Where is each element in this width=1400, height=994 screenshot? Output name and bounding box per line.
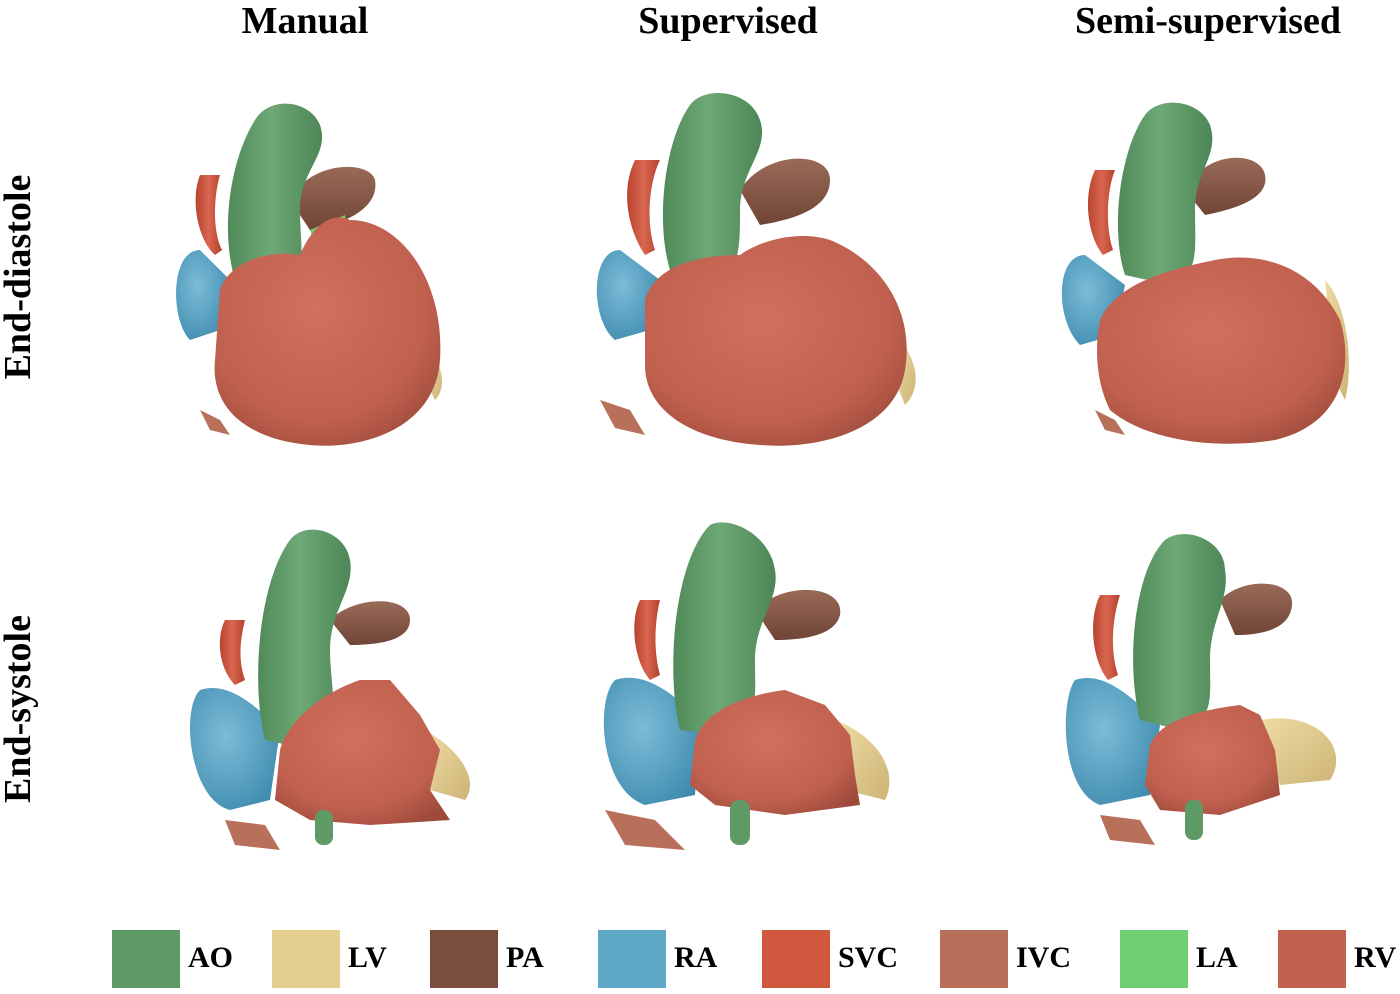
legend-swatch-ao [112, 930, 180, 988]
row-title-end-diastole: End-diastole [0, 174, 39, 380]
legend-label-ra: RA [674, 941, 718, 974]
heart-render-manual-end-systole [190, 529, 471, 850]
legend-label-ivc: IVC [1016, 941, 1072, 974]
legend-swatch-lv [272, 930, 340, 988]
legend-label-pa: PA [506, 941, 544, 974]
legend-swatch-svc [762, 930, 830, 988]
legend-swatch-pa [430, 930, 498, 988]
legend-swatch-la [1120, 930, 1188, 988]
heart-render-semi-supervised-end-diastole [1061, 102, 1349, 444]
column-title-supervised: Supervised [638, 0, 818, 42]
heart-render-supervised-end-systole [603, 522, 890, 850]
legend-swatch-rv [1278, 930, 1346, 988]
row-title-end-systole: End-systole [0, 615, 39, 803]
legend-label-ao: AO [188, 941, 233, 974]
legend-label-lv: LV [348, 941, 387, 974]
heart-render-supervised-end-diastole [596, 93, 916, 446]
legend-swatch-ivc [940, 930, 1008, 988]
heart-render-semi-supervised-end-systole [1065, 534, 1337, 845]
legend-swatch-ra [598, 930, 666, 988]
legend-label-la: LA [1196, 941, 1238, 974]
legend-label-rv: RV [1354, 941, 1397, 974]
column-title-manual: Manual [241, 0, 369, 42]
legend-label-svc: SVC [838, 941, 899, 974]
heart-render-manual-end-diastole [176, 103, 442, 446]
column-title-semi-supervised: Semi-supervised [1075, 0, 1341, 42]
